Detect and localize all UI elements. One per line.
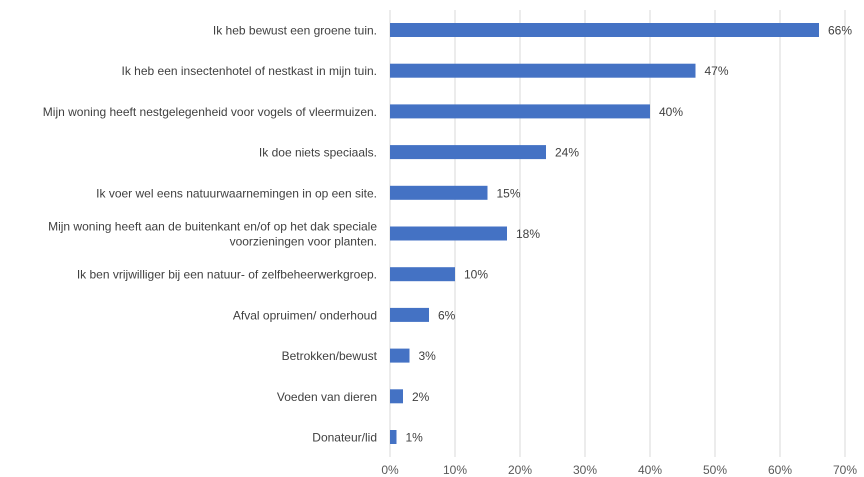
category-label: Betrokken/bewust bbox=[282, 349, 378, 363]
bar bbox=[390, 430, 397, 444]
data-label: 18% bbox=[516, 227, 540, 241]
data-label: 3% bbox=[419, 349, 437, 363]
category-label: Donateur/lid bbox=[312, 431, 377, 445]
x-tick-label: 70% bbox=[833, 463, 857, 477]
x-tick-label: 30% bbox=[573, 463, 597, 477]
bar bbox=[390, 389, 403, 404]
data-label: 10% bbox=[464, 268, 488, 282]
category-labels: Ik heb bewust een groene tuin. Ik heb een… bbox=[43, 24, 378, 445]
x-tick-label: 40% bbox=[638, 463, 662, 477]
category-label: Afval opruimen/ onderhoud bbox=[233, 308, 377, 322]
bar bbox=[390, 104, 650, 119]
bar bbox=[390, 348, 410, 363]
data-label: 40% bbox=[659, 105, 683, 119]
data-label: 1% bbox=[406, 431, 424, 445]
bar bbox=[390, 23, 819, 37]
category-label: Ik voer wel eens natuurwaarnemingen in o… bbox=[96, 186, 377, 200]
category-label: Ik heb bewust een groene tuin. bbox=[213, 24, 377, 38]
category-label: Voeden van dieren bbox=[277, 390, 377, 404]
bar bbox=[390, 63, 696, 78]
x-tick-label: 60% bbox=[768, 463, 792, 477]
category-label: Mijn woning heeft nestgelegenheid voor v… bbox=[43, 105, 377, 119]
bars bbox=[390, 23, 819, 444]
data-label: 47% bbox=[705, 64, 729, 78]
gridlines bbox=[389, 10, 846, 457]
value-labels: 66% 47% 40% 24% 15% 18% 10% 6% 3% 2% 1% bbox=[406, 24, 853, 445]
category-label: Mijn woning heeft aan de buitenkant en/o… bbox=[48, 220, 377, 249]
x-tick-label: 0% bbox=[381, 463, 399, 477]
bar bbox=[390, 145, 546, 160]
x-tick-label: 50% bbox=[703, 463, 727, 477]
data-label: 2% bbox=[412, 390, 430, 404]
category-label: Ik heb een insectenhotel of nestkast in … bbox=[122, 64, 378, 78]
category-label: Ik ben vrijwilliger bij een natuur- of z… bbox=[77, 268, 377, 282]
data-label: 6% bbox=[438, 308, 456, 322]
bar bbox=[390, 307, 429, 322]
data-label: 15% bbox=[497, 186, 521, 200]
bar bbox=[390, 267, 455, 282]
bar bbox=[390, 226, 507, 241]
x-axis-tick-labels: 0% 10% 20% 30% 40% 50% 60% 70% bbox=[381, 463, 857, 477]
data-label: 24% bbox=[555, 146, 579, 160]
x-tick-label: 20% bbox=[508, 463, 532, 477]
x-tick-label: 10% bbox=[443, 463, 467, 477]
data-label: 66% bbox=[828, 24, 852, 38]
category-label: Ik doe niets speciaals. bbox=[259, 146, 377, 160]
bar bbox=[390, 185, 488, 200]
